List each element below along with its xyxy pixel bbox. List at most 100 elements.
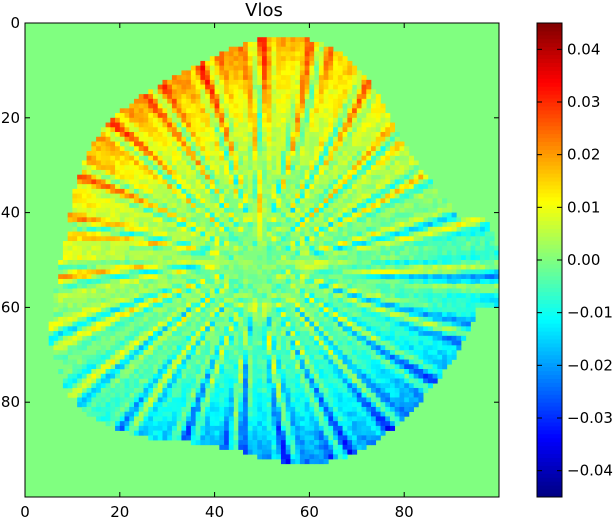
- heatmap-cell: [285, 383, 291, 389]
- heatmap-cell: [200, 335, 206, 341]
- heatmap-cell: [352, 264, 358, 270]
- heatmap-cell: [371, 160, 377, 166]
- heatmap-cell: [266, 250, 272, 256]
- heatmap-cell: [442, 335, 448, 341]
- heatmap-cell: [375, 387, 381, 394]
- heatmap-cell: [181, 345, 187, 351]
- heatmap-cell: [129, 184, 135, 190]
- heatmap-cell: [465, 236, 471, 242]
- heatmap-cell: [224, 402, 230, 408]
- heatmap-cell: [181, 293, 187, 299]
- heatmap-cell: [209, 89, 215, 95]
- heatmap-cell: [86, 378, 92, 384]
- heatmap-cell: [328, 51, 334, 57]
- heatmap-cell: [195, 297, 201, 303]
- heatmap-cell: [375, 364, 381, 370]
- heatmap-cell: [238, 70, 244, 76]
- heatmap-cell: [162, 364, 168, 370]
- heatmap-cell: [323, 217, 329, 223]
- heatmap-cell: [299, 402, 305, 408]
- heatmap-cell: [205, 293, 211, 299]
- heatmap-cell: [314, 250, 320, 256]
- heatmap-cell: [276, 297, 282, 303]
- heatmap-cell: [408, 402, 414, 408]
- heatmap-cell: [276, 174, 282, 180]
- heatmap-cell: [285, 169, 291, 175]
- heatmap-cell: [266, 354, 272, 360]
- heatmap-cell: [238, 397, 244, 403]
- heatmap-cell: [129, 207, 135, 213]
- heatmap-cell: [380, 335, 386, 341]
- heatmap-cell: [67, 231, 73, 237]
- heatmap-cell: [276, 392, 282, 398]
- heatmap-cell: [262, 359, 268, 365]
- heatmap-cell: [333, 122, 339, 128]
- heatmap-cell: [271, 169, 277, 175]
- heatmap-cell: [285, 387, 291, 394]
- heatmap-cell: [280, 217, 286, 223]
- heatmap-cell: [385, 136, 391, 142]
- heatmap-cell: [347, 364, 353, 370]
- heatmap-cell: [356, 132, 362, 138]
- heatmap-cell: [352, 150, 358, 157]
- heatmap-cell: [224, 378, 230, 384]
- heatmap-cell: [134, 169, 140, 175]
- heatmap-cell: [484, 260, 490, 266]
- heatmap-cell: [124, 350, 130, 356]
- heatmap-cell: [252, 136, 258, 142]
- heatmap-cell: [100, 269, 106, 275]
- heatmap-cell: [162, 169, 168, 175]
- heatmap-cell: [271, 406, 277, 412]
- heatmap-cell: [309, 264, 315, 270]
- heatmap-cell: [148, 378, 154, 384]
- heatmap-cell: [152, 188, 159, 194]
- heatmap-cell: [361, 312, 367, 318]
- heatmap-cell: [394, 179, 400, 185]
- heatmap-cell: [361, 207, 367, 213]
- heatmap-cell: [266, 364, 272, 370]
- heatmap-cell: [418, 369, 424, 375]
- heatmap-cell: [247, 226, 253, 232]
- heatmap-cell: [100, 250, 106, 256]
- heatmap-cell: [167, 184, 173, 190]
- heatmap-cell: [72, 212, 78, 218]
- heatmap-cell: [138, 307, 144, 313]
- heatmap-cell: [442, 226, 448, 232]
- heatmap-cell: [389, 207, 396, 213]
- heatmap-cell: [115, 250, 121, 256]
- heatmap-cell: [119, 169, 125, 175]
- heatmap-cell: [418, 184, 424, 190]
- heatmap-cell: [347, 207, 353, 213]
- heatmap-cell: [271, 98, 277, 104]
- heatmap-cell: [299, 397, 305, 403]
- heatmap-cell: [214, 302, 220, 308]
- heatmap-cell: [309, 60, 315, 66]
- heatmap-cell: [72, 274, 78, 280]
- heatmap-cell: [110, 222, 116, 228]
- heatmap-cell: [437, 350, 443, 356]
- heatmap-cell: [134, 155, 140, 161]
- heatmap-cell: [271, 359, 277, 365]
- heatmap-cell: [399, 345, 405, 351]
- heatmap-cell: [100, 188, 106, 194]
- heatmap-cell: [243, 293, 249, 299]
- heatmap-cell: [442, 212, 448, 218]
- heatmap-cell: [366, 226, 372, 232]
- heatmap-cell: [280, 369, 286, 375]
- heatmap-cell: [224, 75, 230, 81]
- heatmap-cell: [214, 345, 220, 351]
- heatmap-cell: [375, 331, 381, 337]
- heatmap-cell: [280, 297, 286, 303]
- heatmap-cell: [309, 132, 315, 138]
- heatmap-cell: [446, 321, 452, 327]
- heatmap-cell: [233, 307, 239, 313]
- heatmap-cell: [380, 316, 386, 322]
- heatmap-cell: [100, 278, 106, 284]
- heatmap-cell: [309, 359, 315, 365]
- heatmap-cell: [290, 378, 296, 384]
- heatmap-cell: [148, 278, 154, 284]
- heatmap-cell: [266, 37, 272, 43]
- heatmap-cell: [347, 203, 353, 209]
- heatmap-cell: [100, 212, 106, 218]
- heatmap-cell: [271, 340, 277, 346]
